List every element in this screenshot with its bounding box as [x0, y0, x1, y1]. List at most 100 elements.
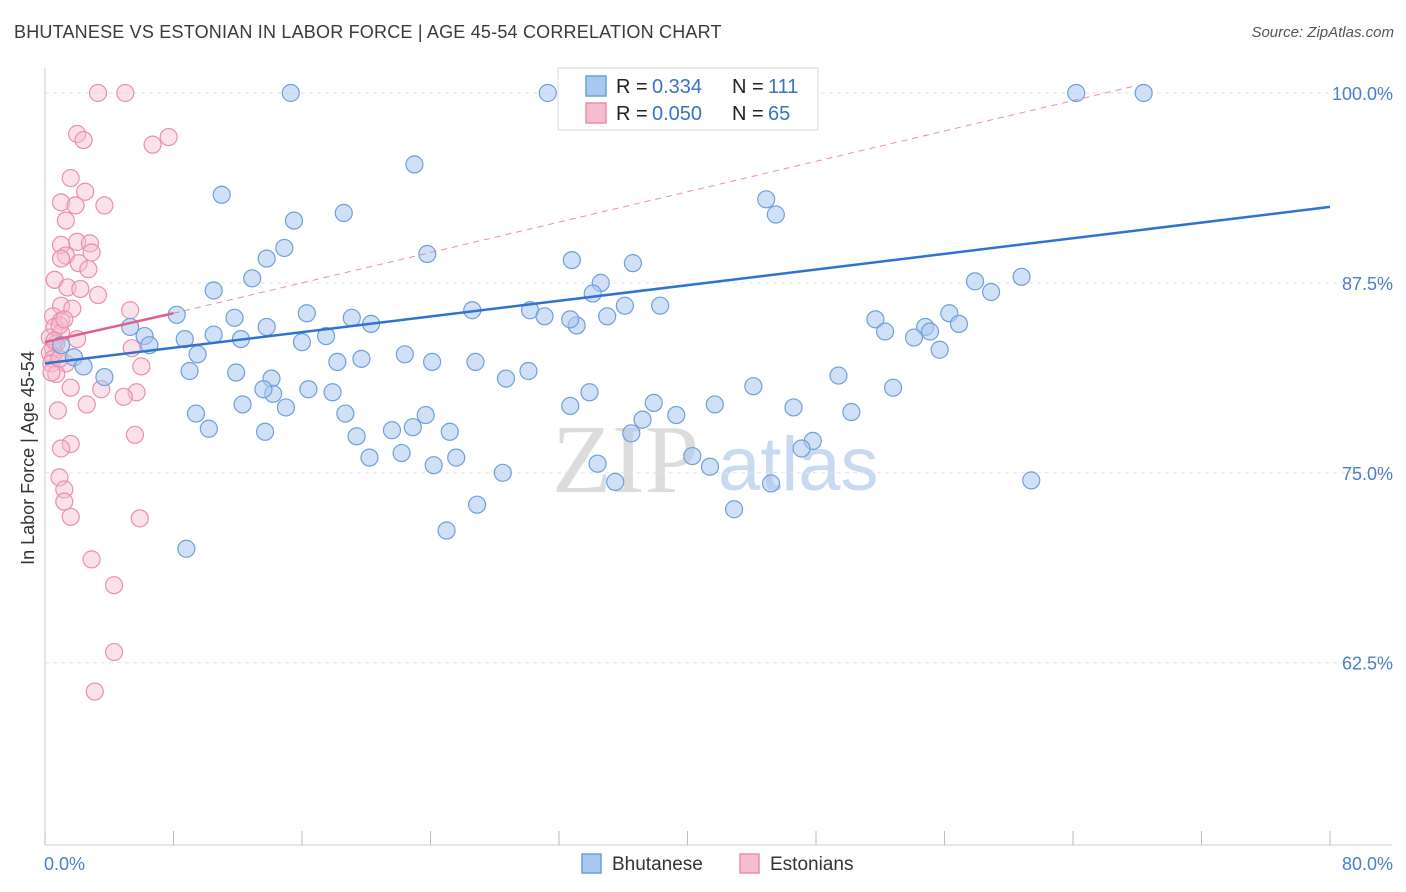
bhutanese-point: [257, 317, 276, 337]
bhutanese-point: [392, 443, 411, 463]
legend-n-value-1: 111: [768, 76, 798, 98]
estonians-point: [82, 550, 101, 569]
bhutanese-point: [440, 422, 459, 441]
legend-r-label-2: R =: [616, 103, 648, 125]
bhutanese-point: [519, 361, 538, 381]
bhutanese-point: [724, 500, 744, 519]
bhutanese-point: [403, 418, 422, 437]
estonians-point: [132, 357, 151, 376]
bottom-swatch-estonians: [739, 853, 760, 874]
bhutanese-point: [705, 395, 724, 414]
estonians-point: [125, 425, 145, 444]
bhutanese-point: [466, 352, 485, 371]
estonians-point: [79, 260, 98, 279]
legend-n-value-2: 65: [768, 103, 790, 125]
legend-swatch-estonians: [585, 102, 607, 124]
estonians-point: [159, 127, 178, 147]
bhutanese-point: [761, 474, 781, 493]
bhutanese-point: [829, 366, 848, 385]
estonians-point: [55, 492, 74, 511]
bhutanese-point: [416, 405, 435, 425]
bhutanese-point: [188, 345, 207, 364]
bhutanese-point: [1022, 471, 1041, 490]
bhutanese-point: [766, 205, 785, 224]
estonians-point: [114, 387, 133, 406]
bhutanese-point: [792, 439, 811, 458]
bhutanese-point: [1012, 267, 1031, 286]
y-tick-label: 75.0%: [1342, 464, 1393, 484]
bhutanese-point: [866, 310, 885, 329]
bhutanese-point: [255, 422, 275, 441]
bhutanese-point: [334, 203, 353, 223]
estonians-point: [116, 83, 135, 103]
bhutanese-point: [204, 281, 223, 300]
bhutanese-point: [225, 308, 244, 327]
chart-title: BHUTANESE VS ESTONIAN IN LABOR FORCE | A…: [14, 22, 722, 42]
bhutanese-point: [95, 367, 114, 387]
bhutanese-point: [281, 83, 300, 103]
estonians-point: [51, 249, 71, 268]
bhutanese-point: [342, 308, 361, 327]
bhutanese-point: [382, 421, 402, 440]
estonians-point: [61, 378, 80, 397]
estonians-point: [104, 576, 124, 595]
bhutanese-point: [177, 539, 196, 558]
bhutanese-point: [233, 395, 252, 414]
bhutanese-trend-line: [44, 205, 1331, 365]
bhutanese-points: [51, 83, 1153, 558]
y-tick-labels: 62.5% 75.0% 87.5% 100.0%: [1332, 84, 1393, 674]
bhutanese-point: [297, 304, 316, 323]
bhutanese-point: [493, 463, 512, 482]
bhutanese-point: [323, 383, 342, 402]
estonians-points: [40, 83, 178, 701]
estonians-point: [69, 254, 88, 273]
bhutanese-point: [633, 410, 652, 429]
x-tick-labels: 0.0% 80.0%: [44, 854, 1393, 874]
bhutanese-point: [535, 307, 554, 326]
legend-r-value-2: 0.050: [652, 103, 702, 125]
bottom-legend: Bhutanese Estonians: [581, 853, 853, 875]
trend-lines: [44, 84, 1331, 365]
bhutanese-point: [949, 314, 969, 334]
bhutanese-point: [328, 352, 347, 371]
bhutanese-point: [757, 190, 776, 209]
bhutanese-point: [904, 328, 924, 347]
bhutanese-point: [405, 155, 424, 174]
bottom-legend-bhutanese: Bhutanese: [612, 854, 703, 875]
bhutanese-point: [580, 383, 599, 402]
watermark-zip: ZIP: [552, 406, 699, 514]
bhutanese-point: [284, 211, 304, 230]
bhutanese-point: [180, 361, 199, 381]
grid-lines: [45, 92, 1392, 664]
bhutanese-point: [842, 402, 861, 422]
y-tick-label: 62.5%: [1342, 654, 1393, 674]
bhutanese-point: [538, 83, 557, 103]
estonians-point: [76, 182, 95, 201]
estonians-point: [51, 193, 71, 212]
bhutanese-point: [930, 340, 949, 359]
bhutanese-point: [875, 322, 895, 341]
bhutanese-point: [606, 472, 625, 492]
bhutanese-point: [299, 380, 318, 399]
y-tick-label: 100.0%: [1332, 84, 1393, 104]
bhutanese-point: [437, 521, 456, 540]
bhutanese-point: [920, 322, 940, 341]
bhutanese-point: [51, 336, 71, 355]
estonians-point: [88, 285, 108, 305]
estonians-point: [143, 135, 162, 154]
estonians-trend-dashed: [173, 84, 1138, 314]
source-label: Source: ZipAtlas.com: [1251, 24, 1394, 41]
bhutanese-point: [623, 254, 642, 273]
bhutanese-point: [583, 284, 602, 303]
estonians-point: [130, 509, 149, 528]
estonians-point: [66, 196, 85, 215]
estonians-point: [121, 301, 140, 320]
bhutanese-point: [561, 310, 580, 329]
estonians-point: [51, 439, 71, 458]
estonians-point: [77, 395, 96, 414]
bhutanese-point: [667, 405, 686, 425]
bhutanese-point: [227, 363, 246, 382]
estonians-trend-line: [44, 312, 174, 344]
bottom-swatch-bhutanese: [581, 853, 602, 874]
estonians-point: [104, 642, 124, 662]
